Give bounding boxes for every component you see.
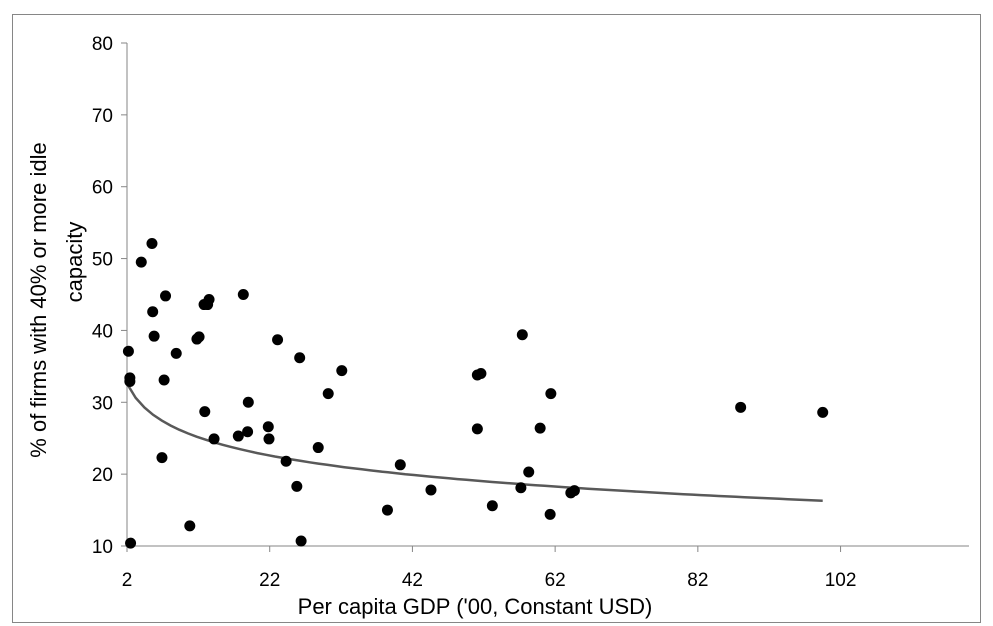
- data-point: [263, 433, 275, 445]
- x-tick-label: 42: [402, 570, 423, 591]
- data-point: [817, 406, 829, 418]
- data-point: [471, 423, 483, 435]
- y-tick-label: 20: [92, 465, 113, 486]
- data-point: [237, 289, 249, 300]
- x-tick-label: 82: [687, 570, 708, 591]
- data-point: [242, 396, 254, 408]
- data-point: [545, 388, 557, 400]
- data-point: [735, 401, 747, 413]
- data-point: [262, 421, 274, 433]
- trendline: [125, 382, 823, 502]
- x-tick-label: 102: [825, 570, 857, 591]
- y-tick-label: 30: [92, 393, 113, 414]
- data-point: [515, 482, 527, 494]
- y-tick-label: 40: [92, 321, 113, 342]
- data-point: [516, 329, 528, 341]
- data-point: [486, 500, 498, 512]
- x-axis-title: Per capita GDP ('00, Constant USD): [298, 594, 653, 619]
- data-point: [336, 365, 348, 377]
- data-point: [124, 375, 136, 387]
- y-tick-label: 60: [92, 178, 113, 199]
- data-point: [146, 237, 158, 249]
- data-point: [568, 485, 580, 497]
- data-point: [242, 426, 254, 438]
- data-point: [272, 334, 284, 346]
- y-tick-label: 10: [92, 537, 113, 558]
- data-point: [280, 455, 292, 467]
- y-tick-label: 50: [92, 250, 113, 271]
- data-point: [295, 535, 307, 547]
- x-tick-label: 2: [122, 570, 133, 591]
- data-point: [203, 294, 215, 306]
- data-point: [122, 345, 134, 357]
- data-point: [184, 520, 196, 532]
- data-point: [199, 406, 211, 418]
- x-tick-label: 62: [545, 570, 566, 591]
- data-point: [232, 430, 244, 442]
- data-point: [158, 374, 170, 386]
- y-tick-label: 80: [92, 34, 113, 55]
- chart-border: [12, 14, 981, 623]
- data-point: [160, 290, 172, 302]
- data-point: [135, 256, 147, 268]
- data-point: [394, 459, 406, 471]
- data-point: [294, 352, 306, 364]
- data-point: [193, 331, 205, 343]
- data-point: [425, 484, 437, 496]
- data-point: [208, 433, 220, 445]
- data-point: [523, 466, 535, 478]
- data-point: [291, 480, 303, 492]
- data-point: [147, 306, 159, 318]
- data-point: [312, 442, 324, 454]
- data-point: [156, 452, 168, 464]
- data-point: [475, 368, 487, 380]
- data-point: [125, 537, 137, 549]
- data-point: [170, 347, 182, 359]
- y-axis-title: % of firms with 40% or more idle: [26, 142, 51, 457]
- y-tick-label: 70: [92, 106, 113, 127]
- data-point: [534, 422, 546, 434]
- data-point: [544, 508, 556, 520]
- x-tick-label: 22: [259, 570, 280, 591]
- data-point: [322, 388, 334, 400]
- data-point: [148, 330, 160, 342]
- y-axis-title-line2: capacity: [62, 222, 87, 303]
- data-point: [381, 504, 393, 516]
